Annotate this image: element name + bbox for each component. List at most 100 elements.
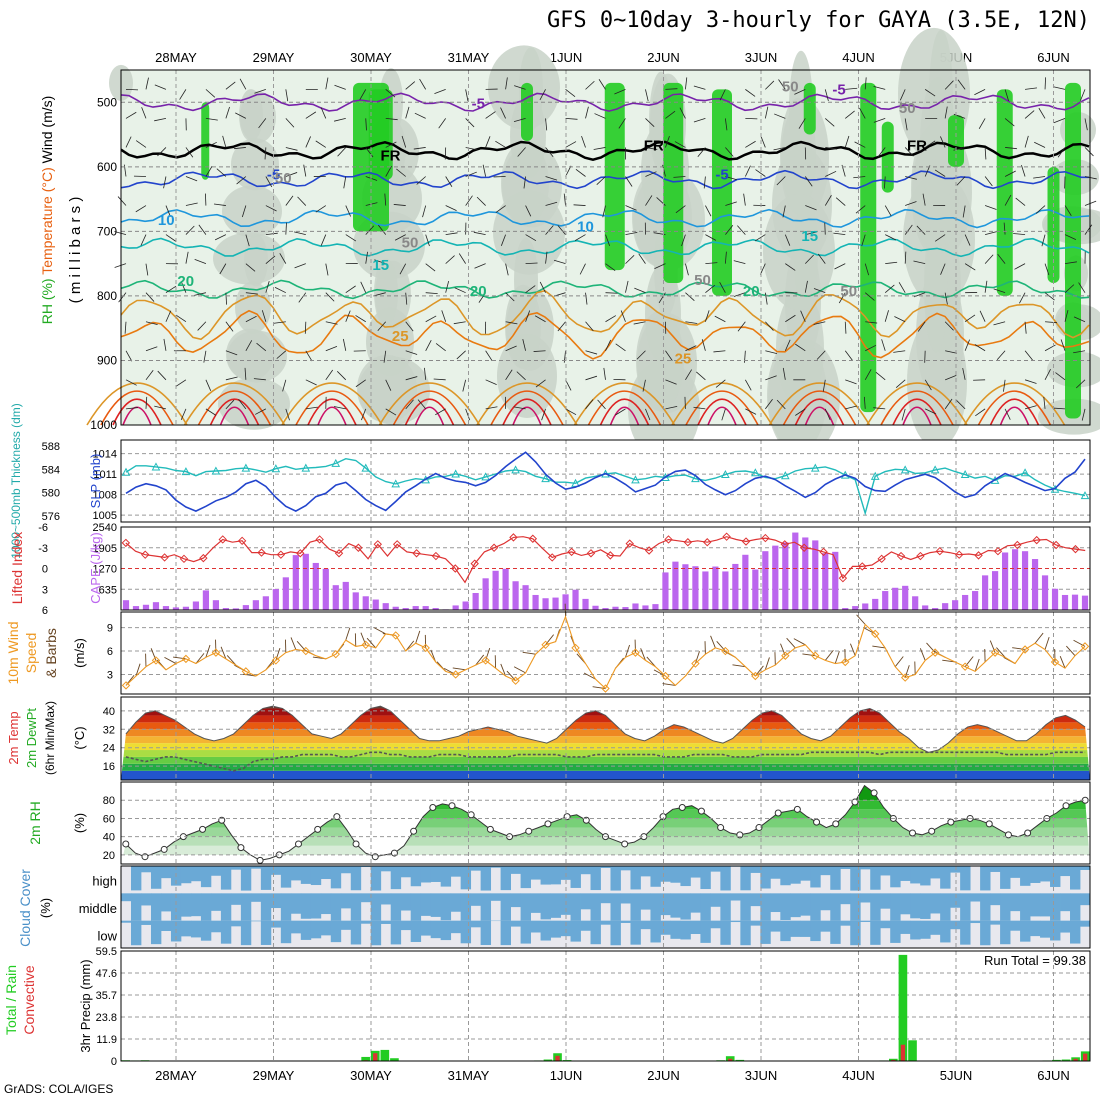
cape-bar <box>762 551 768 610</box>
cloud-cover-cell <box>800 893 810 915</box>
cloud-cover-cell <box>870 893 880 920</box>
cloud-cover-cell <box>491 893 501 900</box>
cape-bar <box>333 585 339 610</box>
cloud-cover-cell <box>161 921 171 931</box>
rh-moist-band <box>712 89 732 296</box>
cloud-cover-cell <box>381 866 391 871</box>
cloud-cover-cell <box>750 921 760 926</box>
cloud-cover-cell <box>481 921 491 945</box>
cape-bar <box>1022 551 1028 610</box>
bottom-date-label: 5JUN <box>940 1068 973 1083</box>
li-tick-label: -6 <box>38 522 48 534</box>
bottom-date-label: 1JUN <box>550 1068 583 1083</box>
cloud-cover-cell <box>900 893 910 914</box>
cloud-cover-cell <box>730 893 740 900</box>
cloud-cover-cell <box>1060 866 1070 876</box>
cloud-cover-cell <box>1030 893 1040 916</box>
top-date-label: 4JUN <box>842 50 875 65</box>
cloud-cover-cell <box>910 893 920 918</box>
cloud-cover-cell <box>231 893 241 905</box>
rh-marker <box>315 826 321 832</box>
cape-bar <box>552 598 558 610</box>
cloud-cover-cell <box>930 921 940 935</box>
rh-shade-blob <box>218 378 290 430</box>
rh-marker <box>353 841 359 847</box>
page-title: GFS 0~10day 3-hourly for GAYA (3.5E, 12N… <box>430 8 1090 33</box>
cloud-cover-cell <box>581 866 591 874</box>
cloud-cover-cell <box>421 921 431 936</box>
cloud-cover-cell <box>760 866 770 889</box>
cloud-cover-cell <box>211 866 221 876</box>
cloud-cover-cell <box>920 893 930 919</box>
cloud-cover-cell <box>231 921 241 927</box>
cloud-cover-cell <box>131 893 141 920</box>
cloud-cover-cell <box>461 893 471 920</box>
cape-bar <box>662 572 668 610</box>
cloud-cover-cell <box>501 893 511 920</box>
cape-bar <box>123 600 129 610</box>
cloud-cover-cell <box>251 921 261 922</box>
cloud-cover-cell <box>670 866 680 883</box>
cloud-cover-cell <box>1070 866 1080 890</box>
cloud-cover-cell <box>591 866 601 890</box>
cloud-cover-cell <box>620 893 630 903</box>
cloud-cover-cell <box>960 921 970 945</box>
cloud-cover-cell <box>241 866 251 891</box>
cloud-cover-cell <box>521 866 531 888</box>
cloud-cover-cell <box>670 921 680 939</box>
cape-bar <box>133 606 139 610</box>
cloud-cover-cell <box>151 921 161 944</box>
cloud-cover-cell <box>1060 921 1070 933</box>
cloud-cover-cell <box>281 921 291 944</box>
cloud-cover-cell <box>880 893 890 908</box>
cloud-cover-cell <box>1000 893 1010 920</box>
cloud-cover-cell <box>541 866 551 885</box>
rh-marker <box>161 846 167 852</box>
slp-ylabel: SLP (mb) <box>88 454 103 509</box>
cloud-cover-cell <box>930 866 940 878</box>
cape-bar <box>263 596 269 610</box>
cloud-cover-cell <box>351 893 361 920</box>
cloud-cover-cell <box>121 893 131 901</box>
cloud-cover-cell <box>571 893 581 920</box>
cloud-cover-cell <box>1010 893 1020 911</box>
cloud-cover-cell <box>321 921 331 936</box>
cloud-cover-cell <box>541 921 551 941</box>
cloud-cover-cell <box>251 893 261 901</box>
cape-bar <box>253 600 259 610</box>
cloud-cover-cell <box>191 921 201 938</box>
temp-color-band <box>121 764 1090 771</box>
cloud-cover-cell <box>471 893 481 905</box>
cloud-cover-cell <box>141 866 151 872</box>
bottom-date-label: 30MAY <box>350 1068 392 1083</box>
cloud-cover-cell <box>201 893 211 920</box>
cloud-cover-cell <box>381 893 391 904</box>
cloud-cover-cell <box>221 866 231 890</box>
cloud-cover-cell <box>361 893 371 902</box>
rh-marker <box>238 845 244 851</box>
cape-bar <box>143 605 149 610</box>
rh-marker <box>200 826 206 832</box>
contour-value-label: 20 <box>743 283 760 300</box>
cloud-cover-cell <box>451 866 461 877</box>
precip-total-bar <box>908 1040 917 1061</box>
upper-air-ylabel: RH (%) Temperature (°C) Wind (m/s) <box>39 96 55 325</box>
cloud-cover-cell <box>990 893 1000 905</box>
precip-ylabel: 3hr Precip (mm) <box>78 959 93 1052</box>
cape-bar <box>652 604 658 610</box>
cape-bar <box>413 606 419 610</box>
contour-value-label: FR <box>644 138 664 155</box>
cloud-cover-cell <box>311 893 321 918</box>
cloud-cover-cell <box>890 893 900 920</box>
cloud-cover-cell <box>760 921 770 944</box>
cape-bar <box>682 564 688 610</box>
contour-value-label: -5 <box>832 82 845 99</box>
cloud-cover-cell <box>1050 921 1060 941</box>
cape-bar <box>213 600 219 610</box>
cape-bar <box>752 569 758 610</box>
rh-marker <box>411 828 417 834</box>
wind-background <box>121 612 1090 694</box>
cloud-cover-cell <box>211 893 221 911</box>
upper-wind-barb <box>825 223 826 235</box>
